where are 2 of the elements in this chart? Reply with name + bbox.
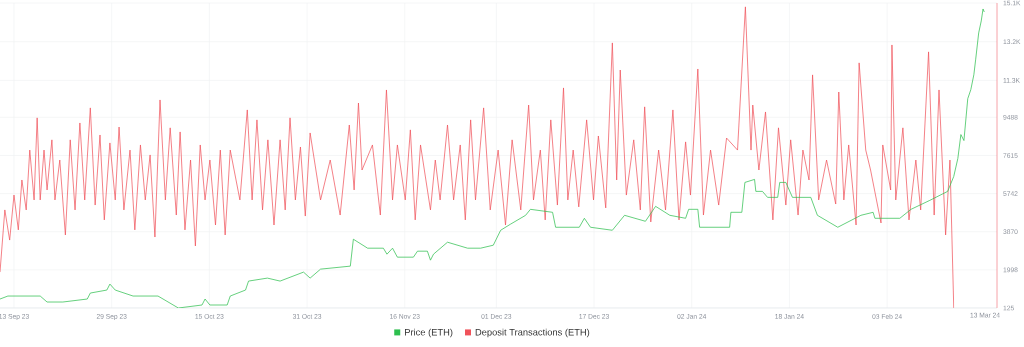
legend-label: Deposit Transactions (ETH) [475, 328, 590, 338]
legend-label: Price (ETH) [405, 328, 453, 338]
